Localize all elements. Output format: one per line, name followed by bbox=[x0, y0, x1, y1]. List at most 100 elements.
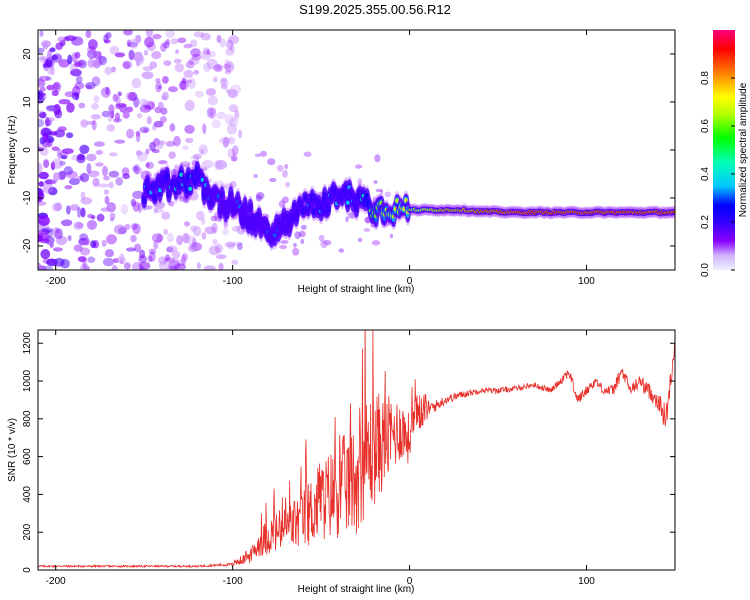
spectrogram-noise-blob bbox=[135, 130, 141, 137]
spectrogram-noise-blob bbox=[238, 129, 243, 139]
spectrogram-noise-blob bbox=[38, 93, 45, 104]
spectrogram-noise-blob bbox=[38, 234, 43, 243]
spectrogram-noise-blob bbox=[219, 137, 231, 144]
spectrogram-y-label: Frequency (Hz) bbox=[7, 116, 18, 185]
spectrogram-noise-blob bbox=[52, 247, 63, 252]
snr-y-tick-label: 0 bbox=[22, 567, 33, 573]
spectrogram-noise-blob bbox=[88, 39, 98, 50]
spectrogram-noise-blob bbox=[146, 116, 152, 125]
spectrogram-noise-blob bbox=[167, 265, 177, 270]
spectrogram-noise-blob bbox=[210, 215, 218, 222]
spectrogram-ridge-cell bbox=[164, 171, 170, 184]
spectrogram-noise-blob bbox=[133, 164, 140, 175]
spectrogram-noise-blob bbox=[130, 198, 136, 207]
spectrogram-noise-blob bbox=[41, 127, 53, 137]
spectrogram-noise-blob bbox=[80, 247, 91, 256]
spectrogram-noise-blob bbox=[285, 181, 290, 188]
spectrogram-y-tick-label: 10 bbox=[22, 96, 33, 108]
spectrogram-noise-blob bbox=[255, 194, 263, 202]
spectrogram-noise-blob bbox=[200, 148, 205, 154]
spectrogram-noise-blob bbox=[375, 188, 383, 193]
spectrogram-noise-blob bbox=[183, 43, 193, 49]
spectrogram-noise-blob bbox=[163, 41, 170, 49]
spectrogram-noise-blob bbox=[145, 162, 150, 168]
spectrogram-noise-blob bbox=[85, 82, 96, 90]
spectrogram-noise-blob bbox=[209, 108, 216, 120]
spectrogram-noise-blob bbox=[46, 117, 55, 122]
spectrogram-noise-blob bbox=[160, 42, 167, 53]
spectrogram-noise-blob bbox=[90, 114, 101, 120]
spectrogram-noise-blob bbox=[219, 38, 226, 48]
spectrogram-noise-blob bbox=[208, 245, 221, 256]
spectrogram-noise-blob bbox=[79, 144, 90, 154]
spectrogram-noise-blob bbox=[133, 167, 143, 174]
spectrogram-noise-blob bbox=[206, 49, 211, 55]
snr-y-ticks: 0 200 400 600 800 1000 1200 bbox=[22, 332, 675, 573]
spectrogram-noise-blob bbox=[98, 183, 109, 188]
spectrogram-noise-blob bbox=[226, 39, 234, 50]
spectrogram-noise-blob bbox=[357, 237, 363, 243]
spectrogram-noise-blob bbox=[67, 235, 72, 242]
spectrogram-noise-blob bbox=[184, 221, 190, 227]
snr-panel: -200 -100 0 100 0 200 400 600 800 1000 1200 Heigh… bbox=[7, 329, 676, 595]
spectrogram-noise-blob bbox=[298, 230, 306, 238]
spectrogram-noise-blob bbox=[137, 202, 143, 214]
spectrogram-noise-blob bbox=[162, 91, 169, 101]
spectrogram-noise-blob bbox=[138, 261, 151, 270]
spectrogram-noise-blob bbox=[300, 238, 305, 245]
spectrogram-noise-blob bbox=[69, 204, 80, 211]
spectrogram-noise-blob bbox=[144, 104, 151, 110]
spectrogram-noise-blob bbox=[45, 117, 50, 127]
spectrogram-noise-blob bbox=[50, 66, 55, 76]
spectrogram-noise-blob bbox=[91, 103, 99, 110]
spectrogram-noise-blob bbox=[73, 61, 82, 67]
spectrogram-noise-blob bbox=[65, 170, 78, 179]
spectrogram-noise-blob bbox=[151, 51, 162, 60]
spectrogram-noise-blob bbox=[231, 225, 240, 232]
spectrogram-noise-blob bbox=[154, 106, 162, 114]
spectrogram-noise-blob bbox=[138, 255, 147, 264]
spectrogram-y-tick-label: -10 bbox=[22, 190, 33, 205]
spectrogram-noise-blob bbox=[145, 30, 153, 38]
spectrogram-noise-blob bbox=[157, 85, 162, 90]
spectrogram-noise-blob bbox=[200, 32, 211, 41]
spectrogram-noise-blob bbox=[103, 189, 110, 195]
spectrogram-noise-blob bbox=[167, 232, 174, 243]
spectrogram-noise-blob bbox=[148, 251, 156, 262]
spectrogram-noise-blob bbox=[39, 75, 50, 82]
spectrogram-noise-blob bbox=[73, 221, 84, 230]
spectrogram-noise-blob bbox=[294, 231, 301, 240]
spectrogram-noise-blob bbox=[107, 111, 113, 123]
spectrogram-noise-blob bbox=[168, 260, 181, 270]
spectrogram-noise-blob bbox=[50, 161, 56, 171]
spectrogram-noise-blob bbox=[52, 82, 60, 90]
spectrogram-noise-blob bbox=[201, 232, 207, 240]
spectrogram-noise-blob bbox=[126, 128, 135, 139]
spectrogram-noise-blob bbox=[46, 64, 53, 75]
spectrogram-noise-blob bbox=[183, 69, 194, 78]
spectrogram-y-tick-label: 0 bbox=[22, 147, 33, 153]
spectrogram-noise-blob bbox=[39, 30, 44, 37]
spectrogram-ridge-core bbox=[395, 198, 400, 203]
spectrogram-noise-blob bbox=[43, 159, 50, 169]
spectrogram-noise-blob bbox=[85, 84, 92, 90]
spectrogram-noise-blob bbox=[106, 234, 117, 245]
spectrogram-noise-blob bbox=[345, 216, 349, 223]
spectrogram-noise-blob bbox=[87, 213, 94, 219]
spectrogram-noise-blob bbox=[38, 76, 44, 85]
spectrogram-noise-blob bbox=[224, 114, 235, 125]
spectrogram-noise-blob bbox=[189, 39, 198, 48]
spectrogram-noise-blob bbox=[173, 58, 182, 64]
spectrogram-noise-blob bbox=[168, 200, 175, 207]
spectrogram-noise-blob bbox=[236, 242, 243, 251]
spectrogram-noise-blob bbox=[122, 60, 133, 69]
spectrogram-noise-blob bbox=[39, 86, 46, 92]
spectrogram-noise-blob bbox=[223, 63, 232, 70]
snr-y-tick-label: 400 bbox=[22, 486, 33, 503]
spectrogram-noise-blob bbox=[115, 257, 127, 264]
spectrogram-noise-blob bbox=[196, 262, 201, 269]
spectrogram-ridge-core bbox=[158, 188, 163, 193]
spectrogram-noise-blob bbox=[208, 112, 215, 118]
spectrogram-noise-blob bbox=[38, 181, 44, 187]
spectrogram-noise-blob bbox=[82, 257, 87, 268]
